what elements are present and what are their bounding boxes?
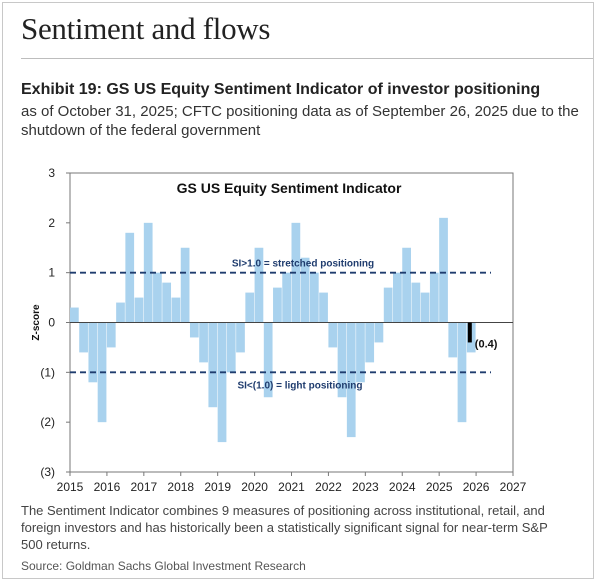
y-tick-label: 0 — [48, 316, 55, 330]
x-tick-label: 2026 — [463, 480, 490, 494]
data-bar — [106, 322, 116, 348]
y-tick-label: (1) — [40, 365, 55, 379]
y-tick-label: 2 — [48, 216, 55, 230]
data-bar — [153, 272, 162, 323]
footnote-line: foreign investors and has historically b… — [21, 520, 548, 535]
data-bar — [439, 217, 448, 323]
data-bar — [282, 272, 291, 323]
reference-line-label: SI<(1.0) = light positioning — [237, 380, 362, 391]
data-bar — [199, 322, 208, 363]
data-bar — [125, 232, 135, 323]
data-bar — [208, 322, 218, 408]
x-tick-label: 2023 — [352, 480, 379, 494]
data-bar — [374, 322, 384, 343]
footnote-line: The Sentiment Indicator combines 9 measu… — [21, 503, 545, 518]
sentiment-chart: SI>1.0 = stretched positioning SI<(1.0) =… — [31, 166, 527, 494]
x-tick-label: 2021 — [278, 480, 305, 494]
x-tick-label: 2017 — [130, 480, 157, 494]
data-bar — [134, 297, 144, 323]
last-value-label: (0.4) — [475, 338, 498, 350]
data-bar — [420, 292, 430, 323]
data-bar — [79, 322, 88, 353]
reference-line-label: SI>1.0 = stretched positioning — [232, 259, 374, 270]
data-bar — [383, 287, 393, 323]
x-tick-label: 2025 — [426, 480, 453, 494]
y-tick-label: 1 — [48, 266, 55, 280]
x-tick-label: 2018 — [167, 480, 194, 494]
x-tick-label: 2015 — [57, 480, 84, 494]
data-bar — [254, 247, 264, 323]
x-tick-label: 2027 — [500, 480, 527, 494]
exhibit-title: Exhibit 19: GS US Equity Sentiment Indic… — [21, 81, 541, 98]
last-value-bar — [467, 322, 472, 343]
x-tick-label: 2016 — [94, 480, 121, 494]
y-tick-label: 3 — [48, 166, 55, 180]
data-bar — [88, 322, 98, 383]
data-bar — [319, 292, 328, 323]
data-bar — [448, 322, 458, 358]
data-bar — [226, 322, 236, 373]
data-bar — [328, 322, 338, 348]
data-bar — [393, 272, 402, 323]
data-bar — [356, 322, 365, 383]
y-axis-label: Z-score — [31, 304, 42, 341]
data-bar — [162, 282, 172, 323]
x-tick-label: 2019 — [204, 480, 231, 494]
chart-title: GS US Equity Sentiment Indicator — [177, 180, 402, 196]
data-bar — [236, 322, 245, 353]
data-bar — [411, 282, 421, 323]
footnote: The Sentiment Indicator combines 9 measu… — [21, 502, 548, 553]
data-bar — [217, 322, 227, 443]
data-bar — [402, 247, 411, 323]
data-bar — [429, 272, 439, 323]
x-tick-label: 2024 — [389, 480, 416, 494]
y-tick-label: (2) — [40, 415, 55, 429]
data-bar — [309, 272, 319, 323]
footnote-line: 500 returns. — [21, 537, 91, 552]
exhibit-subtitle: as of October 31, 2025; CFTC positioning… — [21, 102, 593, 140]
section-heading: Sentiment and flows — [21, 11, 271, 46]
heading-divider — [21, 58, 593, 59]
x-tick-label: 2020 — [241, 480, 268, 494]
data-bar — [189, 322, 199, 338]
data-bar — [273, 287, 282, 323]
data-bar — [180, 247, 190, 323]
x-tick-label: 2022 — [315, 480, 342, 494]
data-bar — [116, 302, 125, 323]
data-bar — [300, 257, 310, 323]
data-bar — [346, 322, 356, 438]
plot-area: SI>1.0 = stretched positioning SI<(1.0) =… — [40, 166, 526, 494]
data-bar — [365, 322, 375, 363]
data-bar — [171, 297, 181, 323]
data-bar — [143, 222, 153, 323]
data-bar — [263, 322, 273, 398]
subtitle-line: as of October 31, 2025; CFTC positioning… — [21, 103, 579, 120]
subtitle-line: shutdown of the federal government — [21, 122, 261, 139]
source-note: Source: Goldman Sachs Global Investment … — [21, 559, 306, 573]
y-tick-label: (3) — [40, 465, 55, 479]
data-bar — [245, 292, 255, 323]
data-bar — [337, 322, 347, 398]
data-bar — [70, 307, 79, 323]
